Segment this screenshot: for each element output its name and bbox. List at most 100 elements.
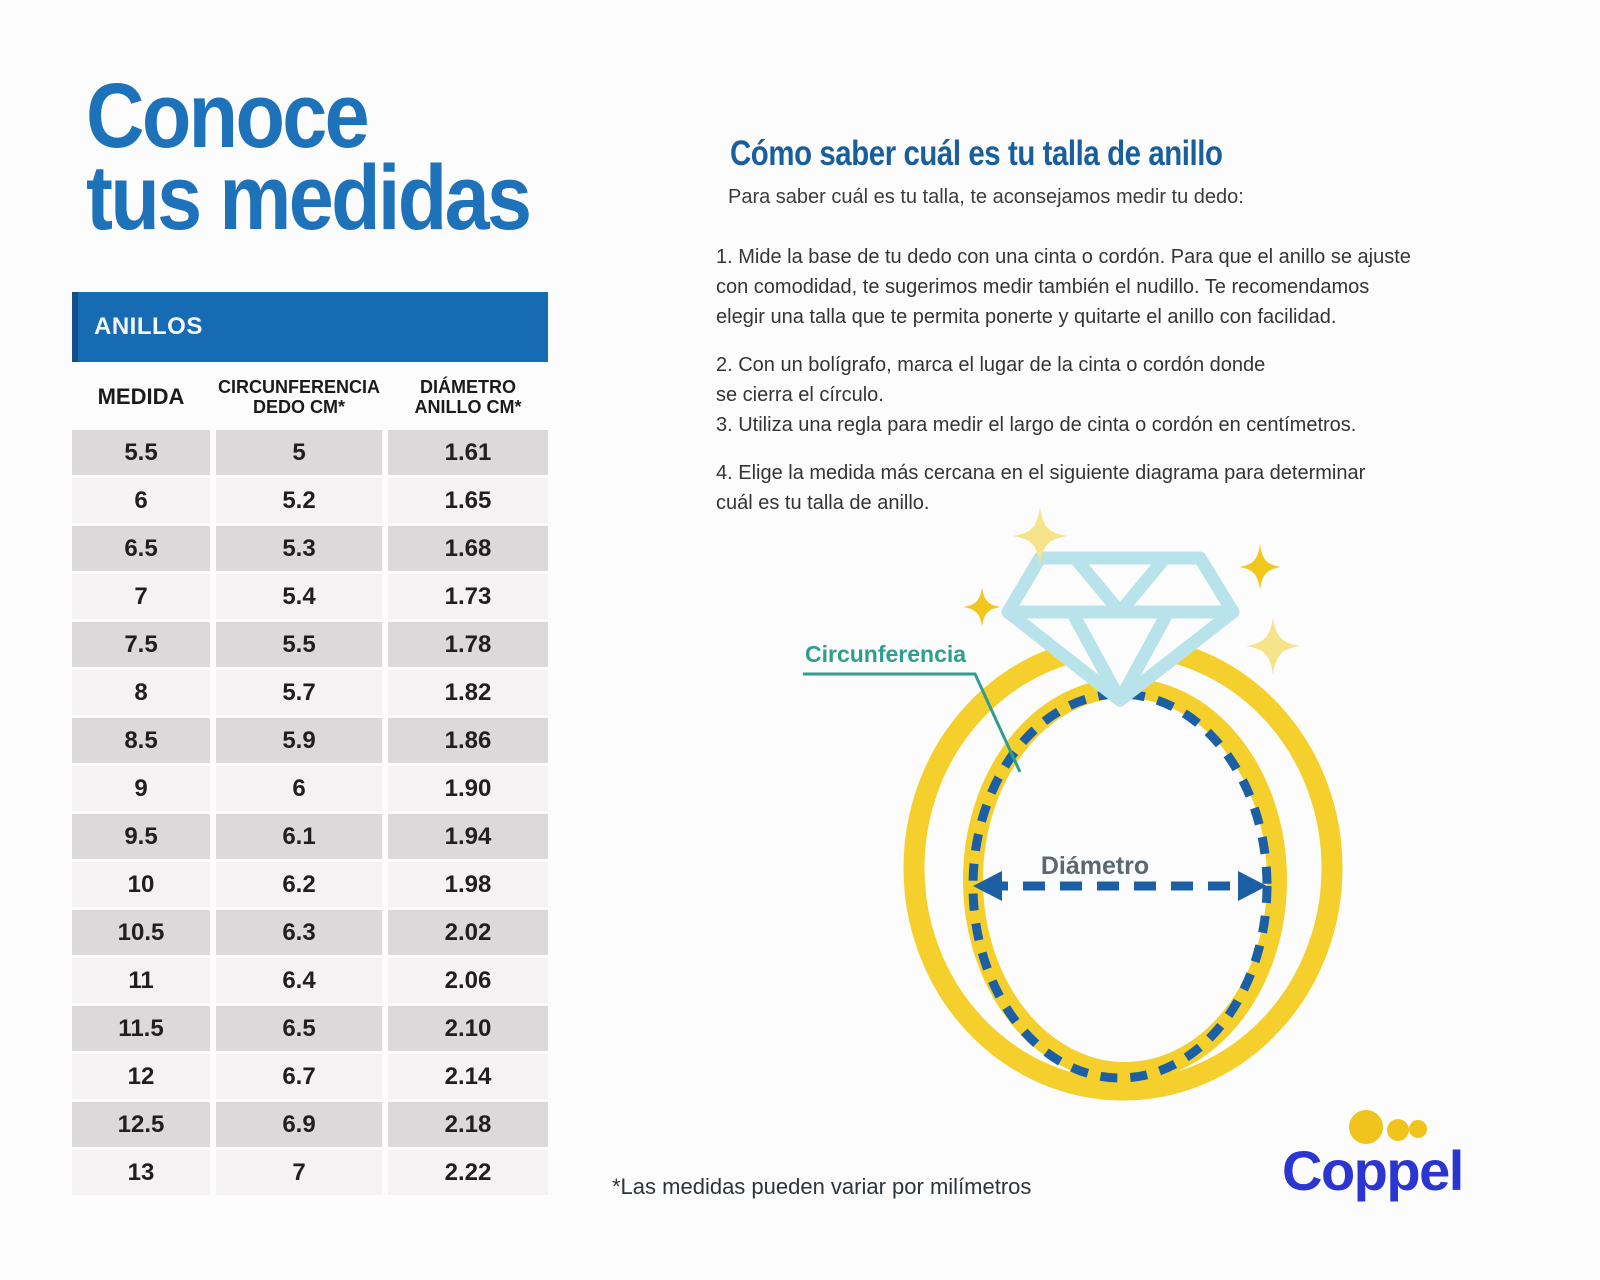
table-row: 10 6.2 1.98 xyxy=(72,862,548,907)
sparkle-icon xyxy=(963,587,1001,627)
size-table: ANILLOS MEDIDA CIRCUNFERENCIA DEDO CM* D… xyxy=(72,292,548,1198)
cell-diametro: 1.61 xyxy=(388,430,548,475)
table-row: 9 6 1.90 xyxy=(72,766,548,811)
cell-circunferencia: 5.7 xyxy=(216,670,382,715)
coppel-logo-text: Coppel xyxy=(1282,1139,1464,1202)
cell-circunferencia: 6.7 xyxy=(216,1054,382,1099)
ring-diagram: Diámetro Circunferencia xyxy=(803,507,1343,1101)
step-paragraph: 4. Elige la medida más cercana en el sig… xyxy=(716,458,1411,518)
step-paragraph: 1. Mide la base de tu dedo con una cinta… xyxy=(716,242,1411,332)
column-header-medida: MEDIDA xyxy=(72,364,210,430)
cell-circunferencia: 5.2 xyxy=(216,478,382,523)
cell-medida: 7 xyxy=(72,574,210,619)
cell-medida: 12.5 xyxy=(72,1102,210,1147)
column-header-circunferencia-line2: DEDO CM* xyxy=(252,397,345,417)
cell-diametro: 1.73 xyxy=(388,574,548,619)
column-header-diametro-line2: ANILLO CM* xyxy=(414,397,522,417)
instruction-steps: 1. Mide la base de tu dedo con una cinta… xyxy=(716,242,1411,536)
cell-medida: 10.5 xyxy=(72,910,210,955)
cell-diametro: 2.18 xyxy=(388,1102,548,1147)
table-row: 10.5 6.3 2.02 xyxy=(72,910,548,955)
step-line: con comodidad, te sugerimos medir tambié… xyxy=(716,276,1370,298)
diameter-arrow xyxy=(973,871,1267,901)
cell-circunferencia: 6.4 xyxy=(216,958,382,1003)
step-line: 3. Utiliza una regla para medir el largo… xyxy=(716,414,1357,436)
page-title-line-1: Conoce xyxy=(86,65,370,167)
diameter-label: Diámetro xyxy=(1041,852,1149,880)
table-column-headers: MEDIDA CIRCUNFERENCIA DEDO CM* DIÁMETRO … xyxy=(72,364,548,430)
size-table-body: 5.5 5 1.61 6 5.2 1.65 6.5 5.3 1.68 7 5.4… xyxy=(72,430,548,1195)
column-header-circunferencia-line1: CIRCUNFERENCIA xyxy=(218,377,380,397)
cell-medida: 13 xyxy=(72,1150,210,1195)
cell-diametro: 1.94 xyxy=(388,814,548,859)
section-heading: Cómo saber cuál es tu talla de anillo xyxy=(730,134,1223,173)
step-line: cuál es tu talla de anillo. xyxy=(716,492,930,514)
circumference-label: Circunferencia xyxy=(805,641,966,667)
intro-text: Para saber cuál es tu talla, te aconseja… xyxy=(728,186,1244,208)
cell-diametro: 2.10 xyxy=(388,1006,548,1051)
cell-circunferencia: 6.1 xyxy=(216,814,382,859)
cell-medida: 6.5 xyxy=(72,526,210,571)
cell-medida: 12 xyxy=(72,1054,210,1099)
column-header-diametro: DIÁMETRO ANILLO CM* xyxy=(388,364,548,430)
cell-circunferencia: 6 xyxy=(216,766,382,811)
cell-diametro: 1.86 xyxy=(388,718,548,763)
table-row: 7 5.4 1.73 xyxy=(72,574,548,619)
cell-circunferencia: 5 xyxy=(216,430,382,475)
cell-diametro: 1.78 xyxy=(388,622,548,667)
sparkle-icon xyxy=(1013,507,1067,565)
column-header-diametro-line1: DIÁMETRO xyxy=(420,377,516,397)
footnote: *Las medidas pueden variar por milímetro… xyxy=(612,1174,1032,1199)
cell-medida: 10 xyxy=(72,862,210,907)
cell-circunferencia: 5.5 xyxy=(216,622,382,667)
cell-circunferencia: 7 xyxy=(216,1150,382,1195)
diamond-facets xyxy=(1001,551,1240,707)
page-title-line-2: tus medidas xyxy=(86,147,532,249)
cell-circunferencia: 6.9 xyxy=(216,1102,382,1147)
step-line: 2. Con un bolígrafo, marca el lugar de l… xyxy=(716,354,1266,376)
column-header-medida-label: MEDIDA xyxy=(97,384,185,409)
table-band-label: ANILLOS xyxy=(94,313,203,340)
cell-circunferencia: 6.3 xyxy=(216,910,382,955)
logo-dot-large xyxy=(1349,1110,1383,1144)
diamond-icon xyxy=(1001,551,1240,707)
cell-medida: 7.5 xyxy=(72,622,210,667)
column-header-circunferencia: CIRCUNFERENCIA DEDO CM* xyxy=(216,364,382,430)
table-row: 11 6.4 2.06 xyxy=(72,958,548,1003)
table-row: 8 5.7 1.82 xyxy=(72,670,548,715)
cell-circunferencia: 5.3 xyxy=(216,526,382,571)
step-line: elegir una talla que te permita ponerte … xyxy=(716,306,1337,328)
diameter-arrow-head-left xyxy=(973,871,1002,901)
cell-circunferencia: 6.2 xyxy=(216,862,382,907)
cell-diametro: 1.90 xyxy=(388,766,548,811)
sparkle-icon xyxy=(1246,617,1300,675)
cell-diametro: 2.06 xyxy=(388,958,548,1003)
table-row: 9.5 6.1 1.94 xyxy=(72,814,548,859)
cell-diametro: 1.65 xyxy=(388,478,548,523)
table-row: 7.5 5.5 1.78 xyxy=(72,622,548,667)
logo-dot-medium xyxy=(1387,1119,1409,1141)
cell-diametro: 2.22 xyxy=(388,1150,548,1195)
cell-medida: 11 xyxy=(72,958,210,1003)
coppel-logo-dots xyxy=(1349,1110,1427,1144)
table-row: 6.5 5.3 1.68 xyxy=(72,526,548,571)
logo-dot-small xyxy=(1409,1120,1427,1138)
table-row: 11.5 6.5 2.10 xyxy=(72,1006,548,1051)
cell-medida: 5.5 xyxy=(72,430,210,475)
step-line: 4. Elige la medida más cercana en el sig… xyxy=(716,462,1366,484)
cell-diametro: 1.68 xyxy=(388,526,548,571)
table-row: 13 7 2.22 xyxy=(72,1150,548,1195)
cell-circunferencia: 5.4 xyxy=(216,574,382,619)
step-line: se cierra el círculo. xyxy=(716,384,884,406)
cell-diametro: 2.02 xyxy=(388,910,548,955)
cell-circunferencia: 5.9 xyxy=(216,718,382,763)
cell-medida: 9.5 xyxy=(72,814,210,859)
table-row: 6 5.2 1.65 xyxy=(72,478,548,523)
cell-medida: 9 xyxy=(72,766,210,811)
cell-circunferencia: 6.5 xyxy=(216,1006,382,1051)
cell-diametro: 1.98 xyxy=(388,862,548,907)
diamond-outline xyxy=(1001,551,1240,707)
cell-medida: 11.5 xyxy=(72,1006,210,1051)
step-line: 1. Mide la base de tu dedo con una cinta… xyxy=(716,246,1411,268)
cell-medida: 8 xyxy=(72,670,210,715)
